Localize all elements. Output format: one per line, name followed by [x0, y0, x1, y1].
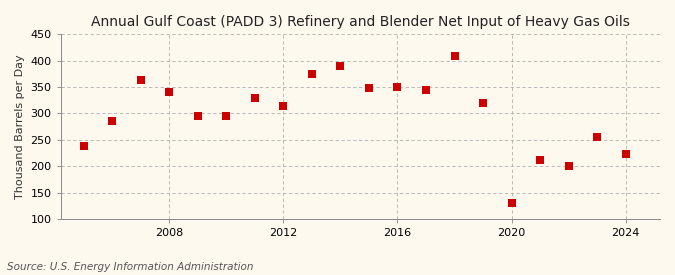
Point [249, 96, 260, 100]
Point [221, 113, 232, 118]
Y-axis label: Thousand Barrels per Day: Thousand Barrels per Day [15, 54, 25, 199]
Point [192, 114, 203, 118]
Point [335, 64, 346, 68]
Point [135, 78, 146, 82]
Point [449, 54, 460, 59]
Point [506, 201, 517, 205]
Text: Source: U.S. Energy Information Administration: Source: U.S. Energy Information Administ… [7, 262, 253, 272]
Title: Annual Gulf Coast (PADD 3) Refinery and Blender Net Input of Heavy Gas Oils: Annual Gulf Coast (PADD 3) Refinery and … [91, 15, 630, 29]
Point [478, 101, 489, 105]
Point [563, 164, 574, 168]
Point [421, 88, 431, 92]
Point [278, 103, 289, 108]
Point [306, 72, 317, 76]
Point [78, 144, 89, 148]
Point [364, 86, 375, 90]
Point [592, 135, 603, 139]
Point [535, 158, 545, 162]
Point [620, 151, 631, 156]
Point [392, 85, 403, 89]
Point [107, 119, 117, 123]
Point [164, 90, 175, 94]
